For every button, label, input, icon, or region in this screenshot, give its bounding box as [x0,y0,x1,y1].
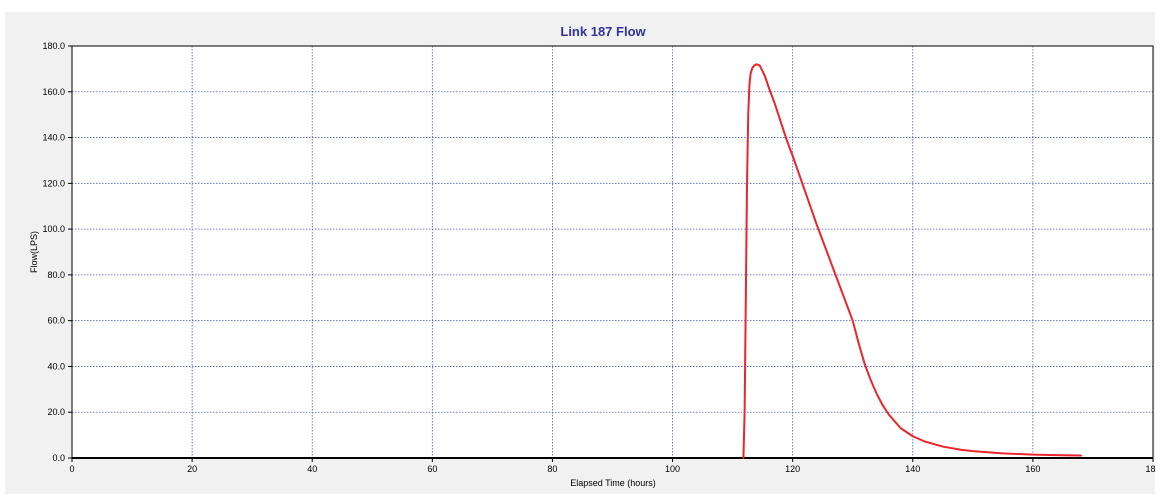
y-tick-label: 20.0 [47,407,65,417]
series-line-0 [742,63,1082,459]
y-tick-label: 40.0 [47,361,65,371]
grid-vertical [191,46,1034,458]
y-tick-label: 0.0 [52,453,65,463]
y-tick-label: 140.0 [42,133,65,143]
y-tick-label: 100.0 [42,224,65,234]
x-tick-label: 140 [905,464,920,474]
x-tick-labels: 0 20 40 60 80 100 120 140 160 180 [69,464,1155,474]
x-tick-label: 0 [69,464,74,474]
x-tick-label: 180 [1145,464,1155,474]
x-tick-label: 120 [785,464,800,474]
x-tick-label: 100 [665,464,680,474]
x-tick-label: 20 [187,464,197,474]
x-tick-label: 60 [427,464,437,474]
y-axis-title: Flow(LPS) [29,231,39,273]
series-layer [742,63,1082,459]
flow-chart: Link 187 Flow 0 20 40 60 80 100 120 140 160 180 0… [29,24,1155,488]
y-tick-label: 160.0 [42,87,65,97]
x-tick-label: 40 [307,464,317,474]
x-tick-label: 80 [547,464,557,474]
y-tick-label: 120.0 [42,178,65,188]
y-tick-label: 180.0 [42,41,65,51]
grid-horizontal [72,91,1153,413]
chart-title: Link 187 Flow [560,24,646,39]
x-tick-label: 160 [1025,464,1040,474]
y-tick-label: 60.0 [47,316,65,326]
y-tick-labels: 0.0 20.0 40.0 60.0 80.0 100.0 120.0 140.0 160.0 1… [42,41,65,463]
y-tick-label: 80.0 [47,270,65,280]
plot-area [72,46,1153,458]
chart-frame: Link 187 Flow 0 20 40 60 80 100 120 140 160 180 0… [5,12,1155,494]
axes [68,45,1154,462]
x-axis-title: Elapsed Time (hours) [570,478,656,488]
